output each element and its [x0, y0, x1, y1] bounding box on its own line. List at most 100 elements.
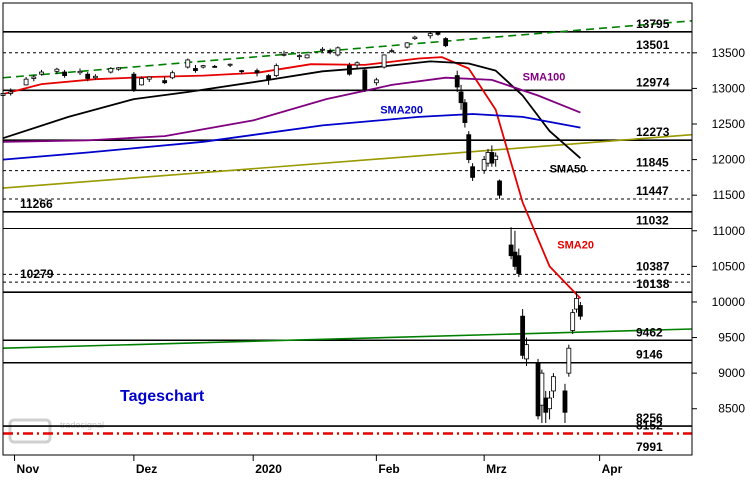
candle-body — [535, 362, 541, 417]
x-tick-label: Apr — [602, 462, 623, 476]
candle-body — [427, 33, 433, 37]
candle-body — [304, 54, 310, 59]
level-label-12974: 12974 — [636, 75, 670, 89]
candle — [200, 64, 206, 69]
candle-body — [200, 65, 206, 68]
candle-body — [574, 298, 579, 310]
candle — [458, 84, 464, 110]
candle — [347, 62, 352, 76]
candle — [516, 248, 522, 278]
candle-body — [162, 80, 168, 84]
candle-body — [23, 78, 29, 86]
series-label-sma200: SMA200 — [380, 104, 423, 116]
candle-body — [227, 63, 233, 66]
candle — [454, 70, 460, 92]
candle — [169, 70, 175, 80]
candle-body — [454, 75, 460, 88]
y-tick-label: 8500 — [718, 402, 745, 416]
candle-body — [354, 62, 360, 66]
candle — [23, 77, 29, 86]
candle-body — [485, 152, 491, 164]
candle — [304, 54, 310, 59]
candle-body — [266, 75, 271, 80]
candle-body — [108, 68, 114, 73]
trendlines — [2, 19, 693, 350]
candle-body — [327, 50, 333, 53]
y-tick-label: 12000 — [712, 153, 746, 167]
candle — [373, 77, 379, 86]
candle-body — [404, 42, 410, 48]
candle-body — [239, 70, 245, 73]
x-tick-label: Feb — [378, 462, 399, 476]
candle-body — [362, 69, 368, 91]
candle — [116, 67, 121, 71]
level-label-11032: 11032 — [636, 214, 669, 228]
candle — [547, 390, 552, 420]
candle — [566, 344, 572, 377]
level-label-8256: 8256 — [636, 411, 663, 425]
trendline-long-term-support — [2, 328, 693, 350]
level-label-12273: 12273 — [636, 125, 670, 139]
candle-body — [116, 67, 121, 70]
candle-body — [443, 38, 449, 47]
series-line-sma50 — [2, 60, 581, 159]
candle-body — [381, 54, 387, 68]
candle-body — [566, 347, 572, 374]
candle-body — [508, 244, 514, 257]
candle-body — [62, 71, 67, 77]
candle-body — [458, 91, 464, 104]
y-tick-label: 12500 — [712, 117, 746, 131]
y-tick-label: 10500 — [712, 259, 746, 273]
candle-body — [562, 390, 568, 413]
candle — [92, 74, 98, 80]
level-labels: 13795 13501 12974 12273 11845 11447 11266 11032… — [20, 17, 670, 454]
candle — [427, 32, 433, 39]
candle — [412, 35, 418, 41]
candle — [281, 50, 287, 57]
candle — [54, 67, 60, 75]
candle — [508, 227, 514, 260]
level-label-10279: 10279 — [20, 267, 54, 281]
candle-body — [54, 68, 60, 72]
plot-frame — [2, 2, 693, 456]
level-label-10138: 10138 — [636, 277, 670, 291]
candle — [227, 63, 233, 68]
candle — [577, 301, 583, 320]
candle-body — [470, 166, 475, 178]
series-label-sma50: SMA50 — [550, 163, 587, 175]
candle-body — [516, 255, 522, 274]
candle-body — [281, 53, 287, 56]
candle — [266, 74, 271, 85]
candle — [108, 67, 114, 74]
candle-body — [570, 312, 576, 331]
candle-body — [547, 397, 552, 410]
trendline-rising-support — [2, 133, 693, 189]
candle-body — [85, 73, 91, 79]
candle — [162, 77, 168, 85]
candle — [470, 163, 475, 181]
candle-body — [8, 91, 14, 94]
candle-body — [493, 155, 499, 160]
candle-body — [335, 47, 341, 56]
candle-body — [273, 65, 279, 77]
candle — [273, 63, 279, 78]
candle — [435, 31, 441, 36]
candle-body — [185, 59, 191, 68]
candle — [497, 179, 502, 199]
level-label-11266: 11266 — [20, 197, 53, 211]
trendline-upper-trend — [2, 19, 693, 79]
candle — [239, 69, 245, 75]
candle — [539, 369, 545, 423]
candle-body — [435, 32, 441, 35]
watermark-text: tradesignal — [60, 420, 104, 430]
candle — [139, 76, 144, 86]
candle — [31, 74, 37, 82]
level-label-13501: 13501 — [636, 38, 670, 52]
candle — [62, 69, 67, 78]
y-axis: 8500 9000 9500 10000 10500 11000 11500 12000 125… — [692, 46, 745, 416]
candle-body — [412, 36, 418, 39]
level-label-8152: 8152 — [636, 419, 663, 433]
y-tick-label: 9000 — [718, 366, 745, 380]
candle — [462, 99, 468, 128]
candle — [354, 61, 360, 69]
